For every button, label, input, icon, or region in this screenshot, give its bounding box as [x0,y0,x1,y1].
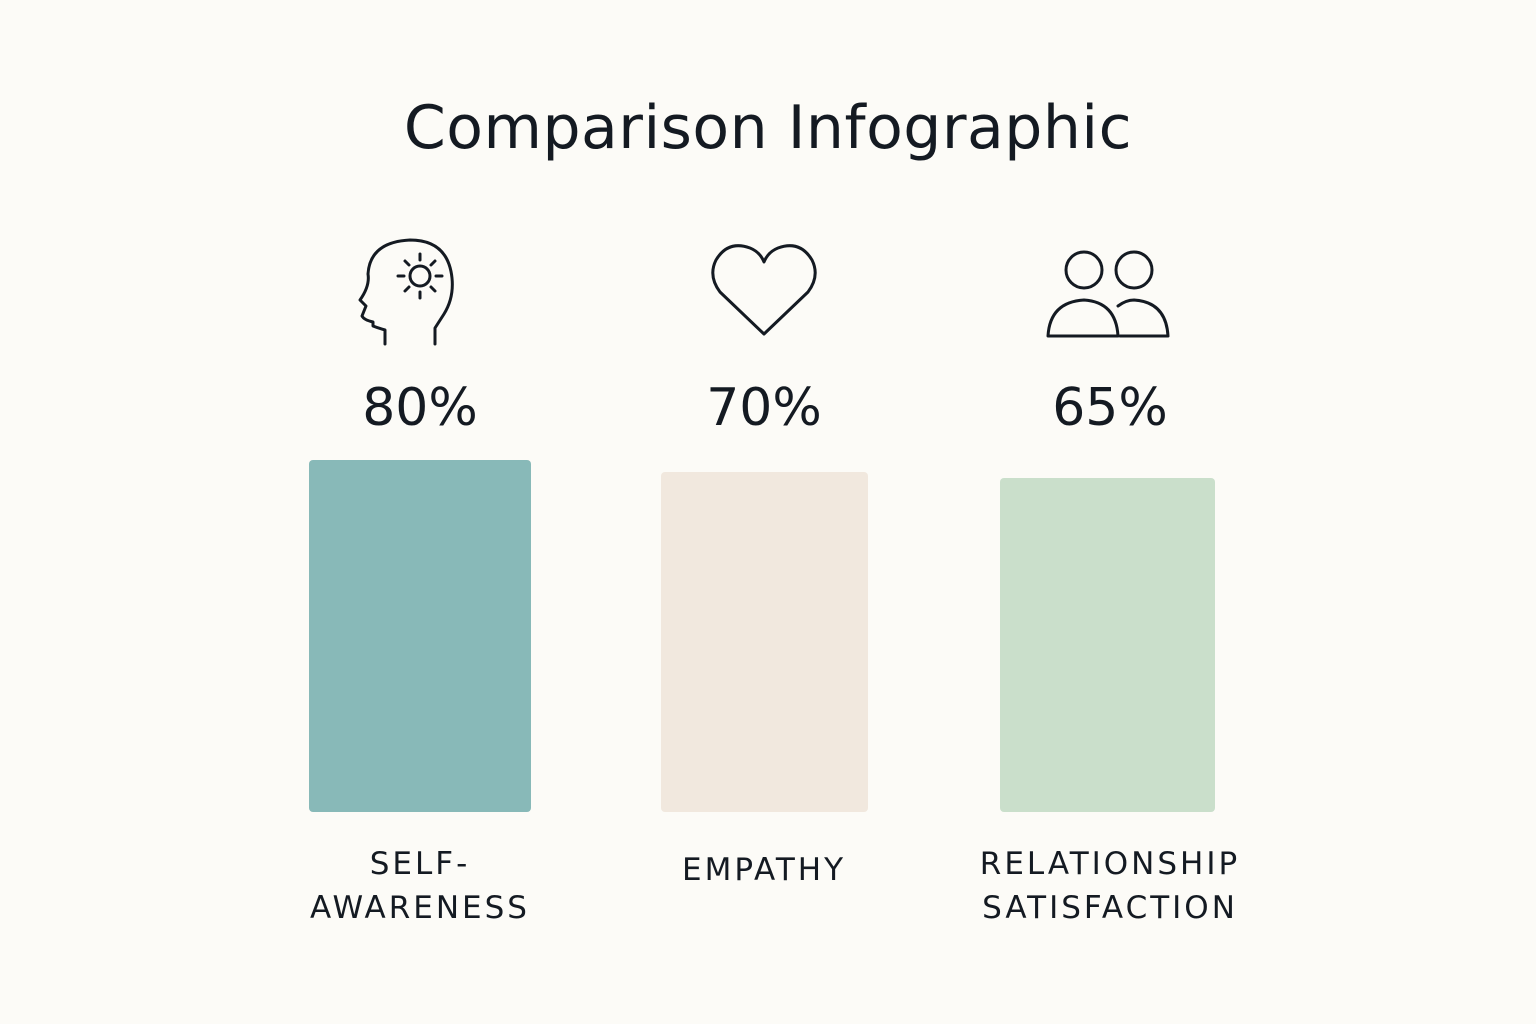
category-label-line: AWARENESS [310,890,530,926]
head-sun-icon [340,236,500,356]
category-label-relationship-satisfaction: RELATIONSHIP SATISFACTION [950,842,1270,930]
category-label-line: EMPATHY [681,852,847,888]
people-icon [1028,236,1188,356]
bar-relationship-satisfaction [1000,478,1215,812]
category-label-line: SELF- [369,846,471,882]
bar-value-label: 80% [362,378,478,438]
category-label-empathy: EMPATHY [604,848,924,892]
category-label-line: RELATIONSHIP [979,846,1241,882]
bar-empathy [661,472,868,812]
chart-title: Comparison Infographic [403,93,1133,163]
bar-value-label: 65% [1052,378,1168,438]
category-label-self-awareness: SELF- AWARENESS [260,842,580,930]
category-label-line: SATISFACTION [982,890,1238,926]
heart-icon [684,236,844,356]
bar-value-label: 70% [706,378,822,438]
bar-self-awareness [309,460,531,812]
